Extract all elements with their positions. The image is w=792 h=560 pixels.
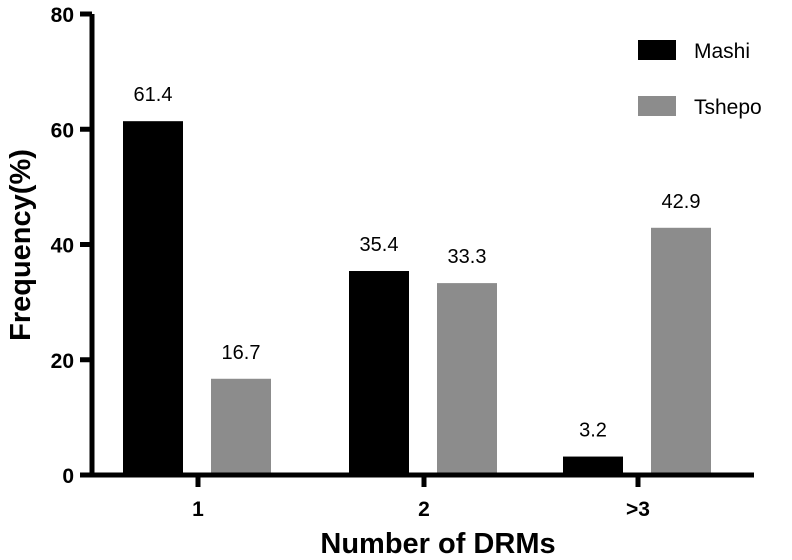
bar-tshepo-0: [211, 378, 271, 475]
x-tick-label: 1: [192, 498, 204, 521]
legend-label-mashi: Mashi: [694, 40, 750, 63]
bar-mashi-2: [563, 456, 623, 475]
data-label-tshepo-1: 33.3: [448, 246, 487, 268]
bar-mashi-0: [123, 121, 183, 476]
y-tick-label: 0: [62, 465, 74, 488]
bar-tshepo-2: [651, 227, 711, 475]
data-label-mashi-1: 35.4: [360, 234, 399, 256]
data-label-mashi-0: 61.4: [134, 84, 173, 106]
x-tick-label: 2: [418, 498, 430, 521]
y-tick-label: 40: [51, 235, 74, 258]
y-axis-title: Frequency(%): [5, 149, 37, 341]
x-axis-title: Number of DRMs: [320, 528, 555, 560]
legend-label-tshepo: Tshepo: [694, 96, 762, 119]
legend-swatch-mashi: [638, 40, 676, 60]
data-label-tshepo-0: 16.7: [222, 342, 261, 364]
bars-group: [123, 121, 711, 476]
y-ticks-group: 0 20 40 60 80: [51, 4, 92, 488]
y-tick-label: 20: [51, 350, 74, 373]
legend-swatch-tshepo: [638, 96, 676, 116]
data-label-mashi-2: 3.2: [579, 420, 607, 442]
bar-tshepo-1: [437, 283, 497, 475]
y-tick-label: 60: [51, 119, 74, 142]
data-labels-group: 61.4 35.4 3.2 16.7 33.3 42.9: [134, 84, 701, 441]
x-ticks-group: 1 2 >3: [192, 475, 650, 521]
data-label-tshepo-2: 42.9: [662, 191, 701, 213]
bar-mashi-1: [349, 271, 409, 475]
y-tick-label: 80: [51, 4, 74, 27]
x-tick-label: >3: [626, 498, 650, 521]
legend: Mashi Tshepo: [638, 40, 762, 119]
